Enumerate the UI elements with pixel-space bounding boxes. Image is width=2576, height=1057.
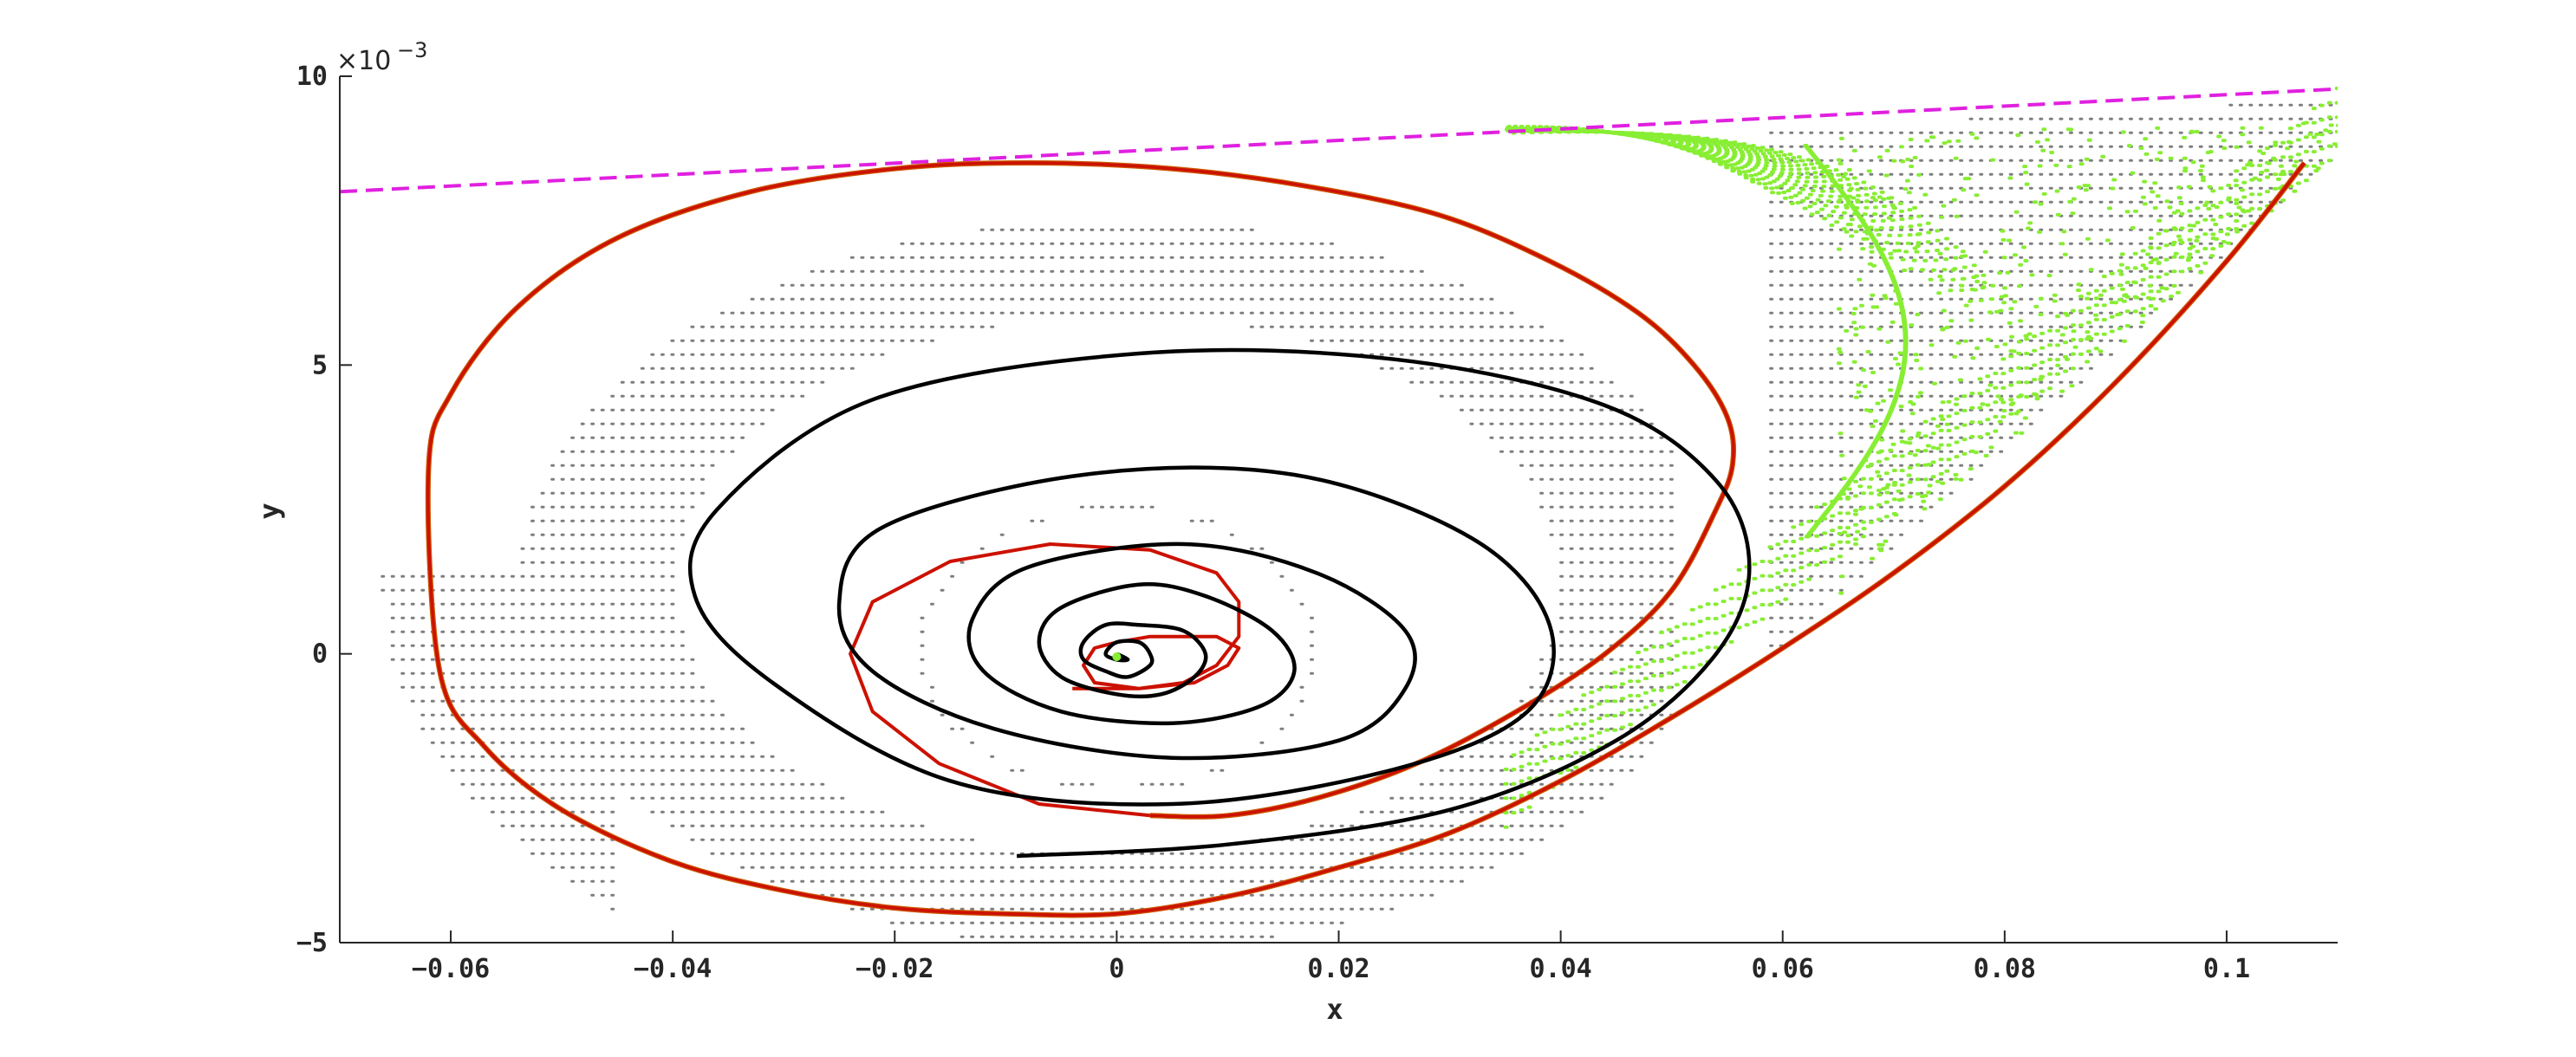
gray-grid-points — [381, 103, 2333, 938]
trajectory-lines — [340, 87, 2338, 918]
series-black-spiral — [687, 347, 1752, 859]
x-tick-label-0: −0.06 — [412, 954, 490, 984]
y-tick-label-3: 10 — [296, 62, 328, 92]
x-tick-label-3: 0 — [1109, 954, 1124, 984]
series-red-inner — [849, 542, 1241, 818]
y-ticks: −5 0 5 10 — [296, 62, 352, 958]
gray-grid-dots — [381, 103, 2333, 938]
y-tick-label-0: −5 — [296, 928, 328, 958]
x-ticks: −0.06 −0.04 −0.02 0 0.02 0.04 0.06 0.08 0.1 — [412, 931, 2250, 984]
x-tick-label-4: 0.02 — [1307, 954, 1369, 984]
y-axis-label: y — [253, 503, 286, 519]
y-tick-label-1: 0 — [312, 639, 328, 670]
x-tick-label-8: 0.1 — [2203, 954, 2250, 984]
x-tick-label-5: 0.04 — [1529, 954, 1591, 984]
x-tick-label-7: 0.08 — [1974, 954, 2036, 984]
green-scatter-points — [1503, 87, 2338, 829]
series-dashed-line — [340, 87, 2338, 194]
x-tick-label-1: −0.04 — [634, 954, 712, 984]
y-multiplier-base: ×10 — [336, 46, 391, 76]
x-tick-label-6: 0.06 — [1752, 954, 1814, 984]
y-multiplier-exponent: −3 — [397, 38, 427, 62]
series-red-outer-shadow — [425, 160, 2306, 918]
y-multiplier: ×10 −3 — [336, 38, 427, 76]
origin-green-point — [1112, 652, 1122, 661]
x-axis-label: x — [1326, 993, 1343, 1026]
y-tick-label-2: 5 — [312, 350, 328, 380]
green-dots — [1503, 87, 2338, 829]
axes: −0.06 −0.04 −0.02 0 0.02 0.04 0.06 0.08 0.1 −5 0 5… — [296, 62, 2338, 984]
plot-area — [340, 87, 2338, 938]
series-red-outer — [426, 161, 2306, 918]
x-tick-label-2: −0.02 — [855, 954, 933, 984]
